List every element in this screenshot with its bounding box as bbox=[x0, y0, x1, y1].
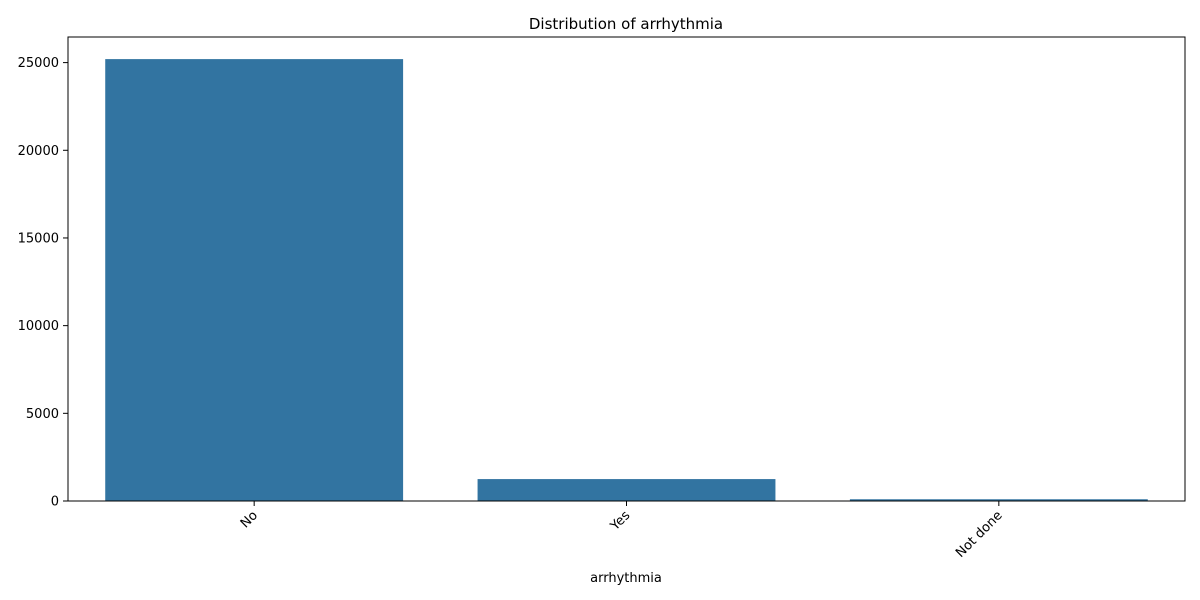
chart-title: Distribution of arrhythmia bbox=[529, 15, 723, 33]
x-tick-label: No bbox=[238, 508, 261, 531]
x-tick-label: Not done bbox=[953, 508, 1006, 561]
x-tick-label: Yes bbox=[607, 508, 633, 534]
bar-no bbox=[105, 59, 404, 501]
axes-layer: No Yes Not done 0 5000 10000 15000 20000 25000 bbox=[18, 36, 1186, 561]
y-tick-label: 0 bbox=[51, 495, 59, 510]
bar-not-done bbox=[849, 499, 1148, 501]
bar-yes bbox=[477, 479, 776, 501]
y-tick-label: 10000 bbox=[18, 319, 59, 334]
y-tick-label: 20000 bbox=[18, 144, 59, 159]
bars-layer bbox=[105, 59, 1148, 501]
x-axis-label: arrhythmia bbox=[590, 571, 662, 586]
y-tick-label: 15000 bbox=[18, 231, 59, 246]
y-tick-label: 5000 bbox=[26, 407, 59, 422]
y-tick-label: 25000 bbox=[18, 56, 59, 71]
plot-frame bbox=[67, 36, 1186, 502]
